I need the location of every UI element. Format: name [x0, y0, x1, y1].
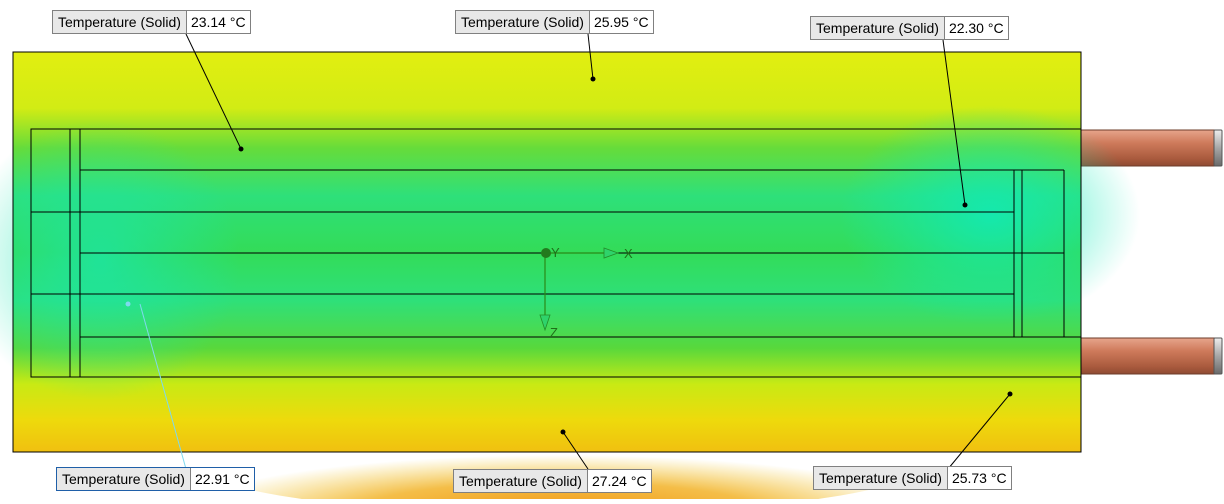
probe-name: Temperature (Solid)	[811, 17, 945, 39]
temperature-field	[0, 51, 1140, 504]
probe-name: Temperature (Solid)	[53, 11, 187, 33]
heat-exchanger-outline	[30, 128, 1082, 378]
probe-label-5[interactable]: Temperature (Solid) 27.24 °C	[453, 469, 652, 493]
probe-name: Temperature (Solid)	[454, 470, 588, 492]
axis-x-label: X	[624, 246, 633, 261]
probe-value: 22.91 °C	[190, 468, 254, 490]
outlet-pipe-bottom[interactable]	[1080, 337, 1223, 375]
probe-value: 22.30 °C	[944, 17, 1008, 39]
probe-label-4-selected[interactable]: Temperature (Solid) 22.91 °C	[56, 467, 255, 491]
probe-leaders	[125, 33, 1013, 470]
axis-z-label: Z	[550, 325, 558, 340]
coordinate-triad: Y X Z	[539, 245, 633, 340]
probe-name: Temperature (Solid)	[814, 467, 948, 489]
probe-name: Temperature (Solid)	[57, 468, 191, 490]
probe-value: 25.95 °C	[589, 11, 653, 33]
probe-value: 23.14 °C	[186, 11, 250, 33]
axis-y-label: Y	[551, 245, 560, 260]
probe-label-1[interactable]: Temperature (Solid) 23.14 °C	[52, 10, 251, 34]
probe-label-2[interactable]: Temperature (Solid) 25.95 °C	[455, 10, 654, 34]
probe-label-6[interactable]: Temperature (Solid) 25.73 °C	[813, 466, 1012, 490]
probe-value: 25.73 °C	[947, 467, 1011, 489]
probe-value: 27.24 °C	[587, 470, 651, 492]
probe-label-3[interactable]: Temperature (Solid) 22.30 °C	[810, 16, 1009, 40]
probe-name: Temperature (Solid)	[456, 11, 590, 33]
